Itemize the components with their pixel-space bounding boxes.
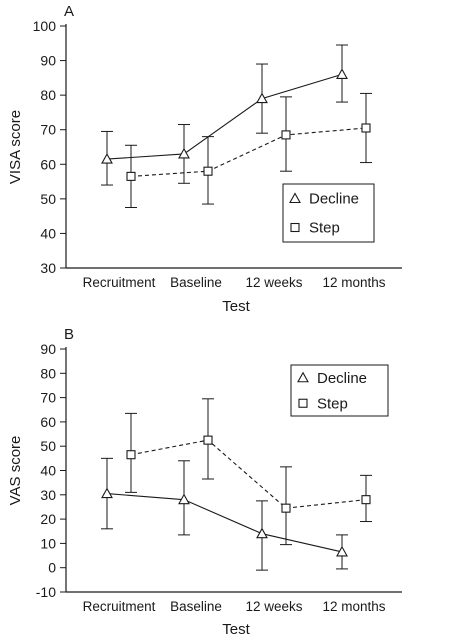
x-tick-label: 12 months (322, 275, 385, 290)
y-tick-label: 0 (48, 560, 56, 576)
y-tick-label: 40 (40, 463, 56, 479)
x-tick-label: 12 months (322, 599, 385, 614)
step-point (126, 450, 136, 460)
decline-series-line (106, 73, 343, 160)
step-point (281, 503, 291, 513)
y-tick-label: 30 (40, 260, 56, 276)
decline-point (101, 487, 113, 499)
y-tick-label: 40 (40, 225, 56, 241)
step-series-line (130, 127, 367, 177)
panel-b: B -10 0 10 20 30 40 50 60 70 80 90 Recruitment Baseli… (7, 326, 402, 638)
panel-label: A (64, 3, 74, 20)
decline-point (256, 527, 268, 539)
y-tick-label: 80 (40, 365, 56, 381)
legend-label: Decline (309, 191, 359, 208)
x-tick-label: Baseline (170, 599, 222, 614)
legend-square-icon (290, 222, 300, 233)
y-tick-label: 50 (40, 438, 56, 454)
step-point (126, 171, 136, 181)
legend-box (282, 183, 375, 243)
y-tick-label: 60 (40, 156, 56, 172)
panel-a: A 30 40 50 60 70 80 90 100 Recruitment Baseline 12 … (7, 3, 402, 315)
decline-series-line (106, 493, 343, 553)
y-tick-label: 90 (40, 341, 56, 357)
y-axis-title: VISA score (7, 110, 24, 184)
y-tick-label: 10 (40, 535, 56, 551)
x-axis-title: Test (222, 621, 250, 638)
panel-label: B (64, 326, 74, 343)
y-tick-label: 50 (40, 191, 56, 207)
x-axis-title: Test (222, 298, 250, 315)
step-point (203, 435, 213, 445)
y-tick-label: 90 (40, 53, 56, 69)
x-tick-label: Recruitment (83, 599, 156, 614)
legend-triangle-icon (289, 192, 301, 204)
x-tick-label: Recruitment (83, 275, 156, 290)
y-tick-label: 80 (40, 87, 56, 103)
decline-point (256, 92, 268, 104)
step-point (361, 495, 371, 505)
y-tick-label: 100 (33, 18, 57, 34)
y-axis-title: VAS score (7, 436, 24, 506)
legend-label: Step (317, 395, 348, 412)
legend-square-icon (298, 398, 308, 408)
legend-triangle-icon (297, 371, 309, 383)
legend-label: Decline (317, 370, 367, 387)
decline-point (336, 545, 348, 557)
step-point (361, 123, 371, 133)
y-tick-label: 70 (40, 390, 56, 406)
x-tick-label: 12 weeks (245, 599, 302, 614)
y-tick-label: 60 (40, 414, 56, 430)
y-tick-label: -10 (36, 584, 56, 600)
step-point (203, 166, 213, 176)
decline-point (101, 152, 113, 164)
y-tick-label: 30 (40, 487, 56, 503)
decline-point (336, 68, 348, 79)
decline-point (178, 147, 190, 159)
x-tick-label: Baseline (170, 275, 222, 290)
decline-point (178, 493, 190, 505)
legend-label: Step (309, 220, 340, 237)
y-tick-label: 70 (40, 122, 56, 138)
step-point (281, 130, 291, 140)
x-tick-label: 12 weeks (245, 275, 302, 290)
y-tick-label: 20 (40, 511, 56, 527)
